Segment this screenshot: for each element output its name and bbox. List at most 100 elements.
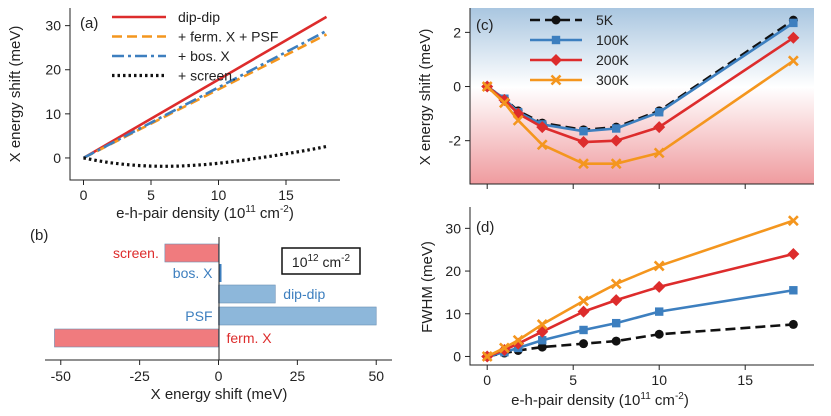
panel-a-ytick-label: 10: [45, 106, 61, 122]
panel-b-xtick-label: 0: [215, 368, 223, 384]
density-note-box: [281, 247, 361, 275]
panel-c-200k-point: [536, 121, 549, 134]
panel-d-ytick-label: 20: [445, 263, 461, 279]
legend-c-300k-label: 300K: [596, 72, 629, 88]
panel-a-series-dip-dip-line: [82, 15, 328, 160]
panel-d-5k-point: [654, 329, 664, 339]
panel-d-300k-point: [787, 215, 799, 227]
panel-d-5k-point: [579, 339, 589, 349]
legend-c-5k-marker: [551, 15, 561, 25]
bar-label-screen: screen.: [113, 245, 159, 261]
panel-d-200k-point: [577, 305, 590, 318]
panel-a-axes: [69, 8, 340, 181]
panel-d-label: (d): [476, 219, 494, 236]
panel-c-300k-point: [498, 97, 510, 109]
panel-c-ylabel: X energy shift (meV): [417, 29, 434, 166]
panel-d-xlabel: e-h-pair density (1011 cm-2): [511, 391, 689, 409]
panel-c-300k-point: [536, 139, 548, 151]
panel-d-xtick-label: 10: [651, 372, 667, 388]
panel-c-ytick-label: 0: [453, 79, 461, 95]
panel-d-300k-point: [610, 278, 622, 290]
bar-label-psf: PSF: [185, 308, 212, 324]
legend-c-300k-marker: [550, 74, 562, 86]
bar-label-bos-x: bos. X: [173, 265, 213, 281]
legend-c-200k-marker: [550, 54, 562, 66]
panel-c-300k-point: [512, 114, 524, 126]
panel-a-ytick-label: 30: [45, 18, 61, 34]
panel-c-100k-point: [789, 18, 798, 28]
density-note: 1012 cm-2: [292, 253, 351, 270]
bar-dip-dip: [218, 284, 276, 304]
panel-d-xtick-label: 15: [737, 372, 753, 388]
panel-c-300k-point: [578, 158, 589, 170]
panel-b-xtick-label: 25: [290, 368, 306, 384]
panel-d-200k-point: [653, 280, 666, 293]
panel-d-5k-point: [611, 336, 621, 346]
bar-ferm-x: [54, 328, 219, 348]
panel-c-200k-point: [498, 94, 511, 107]
panel-c-200k-point: [787, 31, 800, 44]
panel-a-xtick-label: 5: [147, 187, 155, 203]
bar-psf: [218, 306, 377, 326]
panel-b-label: (b): [30, 227, 48, 244]
panel-d-ytick-label: 10: [445, 306, 461, 322]
panel-a-ytick-label: 20: [45, 62, 61, 78]
panel-c-200k-point: [653, 121, 666, 134]
panel-d-5k-point: [537, 342, 547, 352]
panel-c-100k-point: [579, 127, 588, 136]
panel-a-ytick-label: 0: [53, 150, 61, 166]
panel-d-300k-point: [481, 351, 493, 362]
panel-c-background: [470, 8, 814, 184]
panel-d-ytick-label: 0: [453, 348, 461, 364]
panel-a-series-screen-line: [83, 144, 327, 168]
panel-c-200k-point: [577, 136, 590, 149]
panel-d-200k-point: [787, 247, 800, 260]
panel-a-ylabel: X energy shift (meV): [7, 26, 24, 163]
panel-b-xtick-label: -25: [130, 368, 150, 384]
panel-d-series-100k-line: [486, 288, 794, 358]
bar-label-ferm-x: ferm. X: [227, 330, 273, 346]
bar-screen: [164, 243, 219, 263]
panel-d-300k-point: [536, 319, 548, 330]
panel-b-xtick-label: 50: [368, 368, 384, 384]
panel-c-300k-point: [653, 147, 665, 159]
legend-c-100k-label: 100K: [596, 32, 629, 48]
panel-d: 0 5 10 15 0 10 20 30 (d) FWHM (meV) e-h-pair de…: [419, 207, 814, 409]
panel-a-xtick-label: 10: [211, 187, 227, 203]
panel-c-100k-point: [655, 108, 664, 117]
panel-a-xlabel: e-h-pair density (1011 cm-2): [116, 204, 294, 222]
panel-d-ylabel: FWHM (meV): [419, 241, 436, 333]
panel-d-100k-point: [538, 336, 547, 345]
panel-a-series-ferm-x-psf-line: [82, 33, 328, 160]
legend-a-ferm-x-psf-label: + ferm. X + PSF: [178, 29, 278, 45]
panel-c-axes: [469, 8, 814, 185]
legend-c-100k-marker: [551, 35, 561, 45]
panel-c: -2 0 2 (c) 5K 100K 200K 300K X energy shift (…: [417, 8, 814, 189]
panel-c-label: (c): [476, 17, 494, 34]
panel-b-xlabel: X energy shift (meV): [151, 386, 288, 403]
panel-a: 0 5 10 15 0 10 20 30 (a) dip-dip + ferm. X + PSF…: [7, 8, 340, 222]
panel-b: (b) screen. bos. X dip-dip PSF ferm. X -50 -2…: [30, 227, 392, 403]
panel-a-label: (a): [80, 15, 98, 32]
panel-d-5k-point: [788, 319, 798, 329]
legend-c-5k-label: 5K: [596, 12, 614, 28]
panel-c-300k-point: [481, 81, 493, 92]
panel-d-series-200k-line: [486, 252, 794, 358]
panel-d-200k-point: [610, 294, 623, 307]
panel-d-100k-point: [789, 286, 798, 295]
panel-d-300k-point: [578, 295, 589, 307]
bar-label-dip-dip: dip-dip: [283, 286, 325, 302]
panel-c-300k-point: [787, 55, 799, 67]
legend-a-dip-dip-label: dip-dip: [178, 9, 220, 25]
panel-a-xtick-label: 0: [80, 187, 88, 203]
panel-d-300k-point: [498, 342, 510, 354]
panel-d-xtick-label: 0: [483, 372, 491, 388]
panel-c-ytick-label: -2: [449, 133, 462, 149]
panel-d-100k-point: [612, 318, 621, 328]
legend-c-200k-label: 200K: [596, 52, 629, 68]
panel-d-xtick-label: 5: [569, 372, 577, 388]
panel-c-ytick-label: 2: [453, 24, 461, 40]
panel-a-xtick-label: 15: [278, 187, 294, 203]
panel-d-300k-point: [512, 334, 524, 346]
